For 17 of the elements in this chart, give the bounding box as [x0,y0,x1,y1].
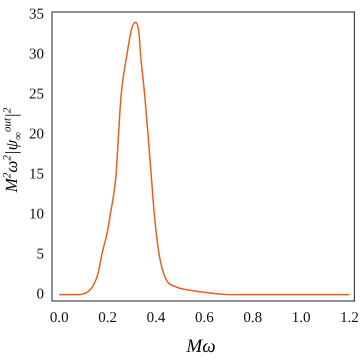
y-tick-label: 25 [29,86,44,102]
y-tick-label: 35 [29,6,44,22]
y-tick-label: 10 [29,206,44,222]
x-tick-label: 0.2 [98,310,118,326]
x-tick-label: 1.2 [340,310,359,326]
y-tick-label: 20 [29,126,44,142]
x-tick-label: 0.4 [146,310,166,326]
y-tick-label: 15 [29,166,44,182]
x-tick-label: 0.8 [243,310,262,326]
x-tick-label: 1.0 [292,310,311,326]
y-tick-label: 0 [36,286,44,303]
x-tick-label: 0.0 [50,310,69,326]
x-axis-title: Mω [185,336,217,358]
y-tick-label: 30 [29,46,44,62]
x-tick-label: 0.6 [195,310,214,326]
y-tick-label: 5 [36,246,44,263]
line-series [58,22,350,296]
